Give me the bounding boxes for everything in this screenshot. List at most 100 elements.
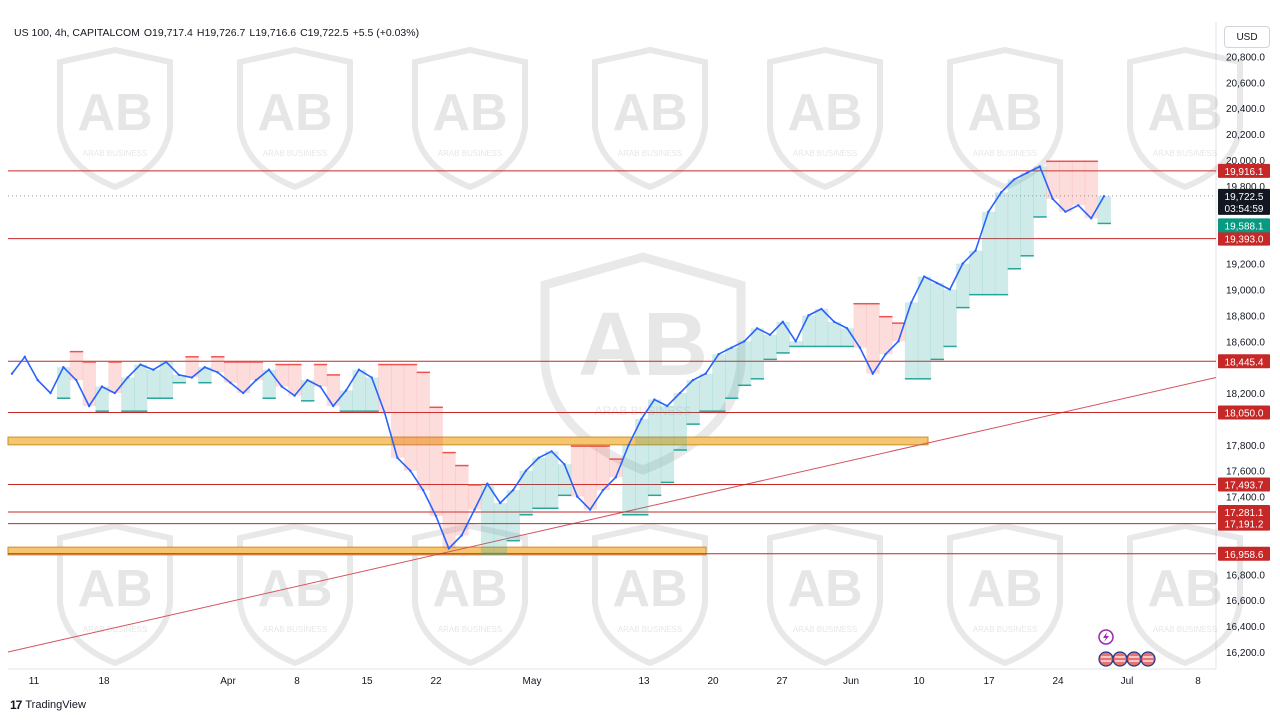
price-point [678, 391, 682, 395]
price-point [23, 355, 27, 358]
price-point [229, 381, 232, 384]
x-tick-label: 18 [98, 676, 110, 687]
stop-band-bear [866, 303, 880, 374]
y-tick-label: 20,800.0 [1226, 52, 1265, 63]
stop-band-bear [275, 364, 289, 387]
level-price-tag [1218, 505, 1270, 520]
price-point [576, 495, 579, 498]
price-point [75, 378, 78, 382]
price-point [550, 450, 553, 453]
stop-band-bear [288, 364, 302, 396]
level-price-tag [1218, 516, 1270, 531]
price-point [216, 371, 219, 374]
stop-band-bear [313, 364, 328, 387]
svg-text:ARAB BUSINESS: ARAB BUSINESS [438, 625, 502, 634]
price-point [1051, 197, 1054, 201]
stop-band-bear [378, 364, 392, 413]
svg-text:ARAB BUSINESS: ARAB BUSINESS [973, 149, 1037, 158]
stop-band-bull [943, 289, 957, 347]
price-point [113, 391, 116, 395]
stop-band-bear [596, 446, 610, 491]
price-point [820, 307, 823, 311]
x-tick-label: 20 [707, 676, 719, 687]
price-point [486, 482, 489, 485]
stop-band-bear [390, 364, 405, 458]
svg-text:AB: AB [1147, 84, 1222, 142]
svg-text:AB: AB [612, 560, 687, 618]
stop-band-bull [686, 380, 700, 425]
stop-band-bull [750, 328, 765, 379]
stop-band-bull [352, 369, 366, 412]
level-price-label: 18,445.4 [1225, 357, 1264, 368]
y-tick-label: 20,400.0 [1226, 104, 1265, 115]
watermark-logo: AB ARAB BUSINESS [767, 46, 883, 191]
stop-band-bull [725, 347, 739, 399]
price-point [126, 376, 129, 379]
chart-header: US 100, 4h, CAPITALCOM O19,717.4 H19,726… [14, 27, 419, 39]
stop-band-bear [416, 372, 431, 491]
x-tick-label: 10 [913, 676, 925, 687]
price-point [858, 346, 862, 349]
price-point [614, 476, 618, 479]
stop-band-bull [506, 490, 520, 541]
price-point [62, 365, 65, 369]
y-tick-label: 16,400.0 [1226, 622, 1265, 633]
x-tick-label: May [523, 676, 542, 687]
price-point [922, 275, 926, 278]
price-point [460, 534, 463, 537]
stop-band-bull [172, 374, 186, 383]
price-point [190, 376, 194, 379]
level-price-label: 19,916.1 [1225, 167, 1264, 178]
x-tick-label: 17 [983, 676, 995, 687]
lightning-icon [1098, 629, 1114, 645]
watermark-logo: AB ARAB BUSINESS [57, 46, 173, 191]
support-zone [7, 546, 707, 556]
price-point [845, 327, 849, 330]
y-tick-label: 20,200.0 [1226, 130, 1265, 141]
stop-band-bull [814, 308, 829, 347]
x-tick-label: 13 [638, 676, 650, 687]
stop-band-bear [82, 361, 97, 406]
currency-button[interactable]: USD [1224, 26, 1270, 48]
level-price-label: 18,050.0 [1225, 408, 1264, 419]
symbol-label[interactable]: US 100, 4h, CAPITALCOM [14, 27, 140, 39]
tradingview-footer[interactable]: 17 TradingView [10, 698, 86, 712]
watermark-logo: AB ARAB BUSINESS [767, 522, 883, 667]
stop-band-bull [840, 328, 854, 347]
watermark-logo: AB ARAB BUSINESS [1127, 522, 1243, 667]
support-zone [7, 436, 929, 446]
price-point [267, 368, 271, 371]
price-point [396, 456, 399, 459]
level-price-label: 19,393.0 [1225, 235, 1264, 246]
stop-band-bear [429, 407, 443, 517]
svg-text:AB: AB [77, 560, 152, 618]
stop-band-bear [455, 465, 469, 536]
stop-band-bear [1071, 161, 1086, 206]
price-point [87, 404, 91, 408]
stop-band-bull [121, 377, 135, 412]
stop-price-tag [1218, 218, 1270, 233]
stop-band-bull [1033, 166, 1047, 217]
y-tick-label: 19,200.0 [1226, 260, 1265, 271]
svg-text:AB: AB [257, 560, 332, 618]
price-point [370, 376, 373, 379]
price-point [306, 378, 309, 382]
price-point [871, 372, 874, 375]
price-point [601, 488, 605, 492]
stop-band-bull [1020, 172, 1034, 256]
stop-band-bull [930, 283, 944, 360]
price-point [421, 488, 425, 492]
flag-event-icon [1140, 651, 1156, 667]
svg-text:ARAB BUSINESS: ARAB BUSINESS [263, 625, 327, 634]
watermark-logo: AB ARAB BUSINESS [237, 522, 353, 667]
y-tick-label: 17,800.0 [1226, 441, 1265, 452]
stop-band-bull [558, 464, 572, 496]
stop-band-bull [712, 354, 726, 412]
svg-text:AB: AB [787, 84, 862, 142]
watermark-logo: AB ARAB BUSINESS [412, 522, 528, 667]
stop-band-bear [1046, 161, 1060, 199]
svg-text:ARAB BUSINESS: ARAB BUSINESS [438, 149, 502, 158]
svg-text:ARAB BUSINESS: ARAB BUSINESS [618, 149, 682, 158]
stop-band-bull [146, 369, 161, 399]
